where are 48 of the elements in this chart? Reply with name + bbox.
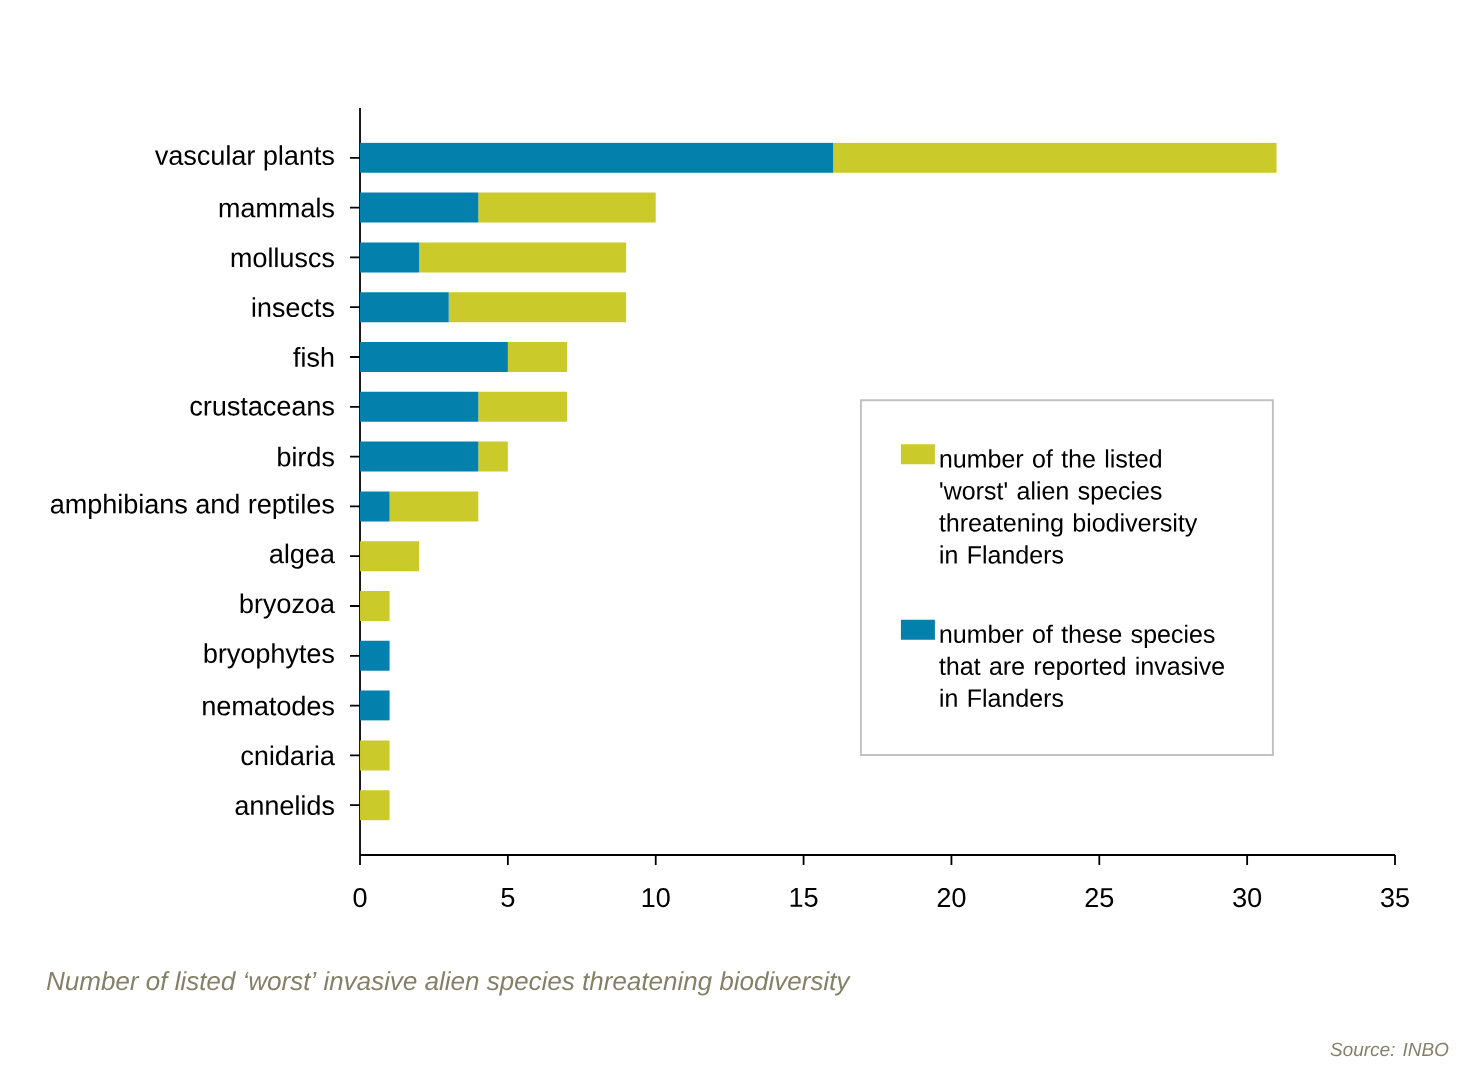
bar (419, 242, 627, 273)
bar (478, 391, 567, 422)
source-note: Source: INBO (1330, 1042, 1449, 1057)
y-tick-label: bryophytes (204, 643, 334, 669)
x-tick-label: 35 (1381, 888, 1409, 908)
bar (360, 292, 449, 323)
bar (833, 142, 1277, 173)
y-tick-label: cnidaria (241, 745, 335, 766)
legend-label: number of these species that are reported invasive in Flanders (939, 624, 1225, 708)
y-tick-label: annelids (235, 795, 334, 816)
bar (360, 740, 390, 771)
y-tick-label: vascular plants (154, 145, 334, 171)
bar (360, 491, 390, 522)
y-tick-label: algea (270, 543, 335, 569)
y-tick-label: insects (252, 297, 334, 318)
bar (448, 292, 627, 323)
bar (389, 491, 479, 522)
x-tick-label: 20 (937, 888, 966, 908)
bar (360, 341, 508, 372)
bar (360, 441, 479, 472)
x-tick-label: 5 (501, 888, 515, 907)
y-tick-label: bryozoa (240, 593, 335, 619)
bar (360, 391, 479, 422)
x-tick-label: 15 (790, 888, 818, 907)
bar (360, 590, 390, 621)
x-tick-label: 25 (1085, 888, 1114, 908)
bar (478, 441, 508, 472)
y-tick-label: birds (278, 446, 334, 467)
bar (360, 790, 390, 821)
y-tick-label: mammals (219, 197, 334, 218)
x-tick-label: 0 (353, 888, 367, 908)
bar (360, 242, 420, 273)
bar (478, 192, 656, 223)
text: Number of listed ‘worst’ invasive alien species threatening biodiversity (46, 971, 851, 996)
bar (360, 142, 834, 173)
bar (360, 541, 420, 572)
x-tick-label: 30 (1233, 888, 1262, 908)
y-tick-label: nematodes (203, 695, 334, 716)
y-tick-label: crustaceans (190, 397, 334, 416)
y-tick-label: fish (293, 347, 334, 367)
bar (360, 192, 479, 223)
x-tick-label: 10 (642, 888, 670, 908)
bar (507, 341, 567, 372)
legend-label: number of the listed 'worst' alien species threatening biodiversity in Flanders (939, 449, 1198, 564)
y-tick-label: molluscs (231, 247, 334, 268)
bar (360, 690, 390, 721)
y-tick-label: amphibians and reptiles (50, 493, 334, 519)
bar (360, 640, 390, 671)
